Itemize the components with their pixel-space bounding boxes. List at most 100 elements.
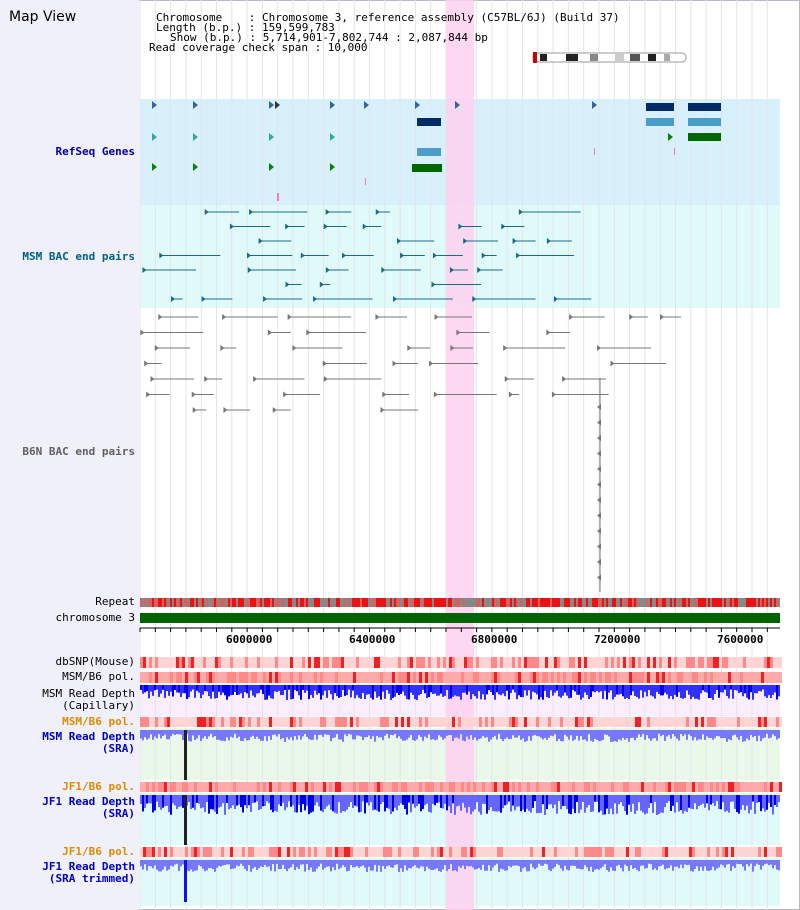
read-depth-bar bbox=[240, 795, 242, 808]
polymorphism-cell bbox=[461, 717, 464, 727]
read-depth-bar bbox=[358, 730, 360, 736]
repeat-segment bbox=[566, 598, 568, 607]
read-depth-bar bbox=[206, 860, 208, 871]
read-depth-bar bbox=[204, 795, 206, 812]
read-depth-bar bbox=[362, 685, 364, 693]
read-depth-bar bbox=[326, 795, 328, 807]
polymorphism-cell bbox=[359, 847, 362, 857]
read-depth-bar bbox=[272, 730, 274, 735]
polymorphism-cell bbox=[407, 847, 410, 857]
read-depth-bar bbox=[260, 860, 262, 867]
polymorphism-cell bbox=[179, 782, 182, 792]
read-depth-bar bbox=[366, 860, 368, 872]
read-depth-bar bbox=[446, 730, 448, 736]
polymorphism-cell bbox=[632, 672, 635, 683]
read-depth-bar bbox=[638, 685, 640, 699]
read-depth-bar bbox=[598, 795, 600, 813]
read-depth-bar bbox=[754, 795, 756, 814]
read-depth-bar bbox=[430, 860, 432, 870]
read-depth-bar bbox=[332, 860, 334, 868]
polymorphism-cell bbox=[245, 717, 248, 727]
polymorphism-cell bbox=[296, 717, 299, 727]
polymorphism-cell bbox=[470, 672, 473, 683]
track-label-b6n-bac[interactable]: B6N BAC end pairs bbox=[22, 445, 135, 458]
read-depth-bar bbox=[578, 860, 580, 869]
read-depth-bar bbox=[176, 685, 178, 693]
read-depth-bar bbox=[396, 730, 398, 739]
read-depth-bar bbox=[188, 795, 190, 802]
read-depth-bar bbox=[774, 730, 776, 737]
bac-end-arrow bbox=[191, 391, 196, 398]
repeat-segment bbox=[760, 598, 762, 607]
read-depth-bar bbox=[682, 685, 684, 699]
read-depth-bar bbox=[174, 685, 176, 690]
read-depth-bar bbox=[694, 730, 696, 738]
read-depth-bar bbox=[314, 860, 316, 872]
polymorphism-cell bbox=[695, 782, 698, 792]
read-depth-bar bbox=[750, 685, 752, 693]
read-depth-bar bbox=[296, 795, 298, 813]
track-label-refseq-genes[interactable]: RefSeq Genes bbox=[55, 145, 135, 158]
read-depth-bar bbox=[766, 860, 768, 864]
polymorphism-cell bbox=[401, 782, 404, 792]
polymorphism-cell bbox=[710, 657, 713, 668]
bac-end-arrow bbox=[144, 360, 149, 367]
polymorphism-cell bbox=[299, 782, 302, 792]
repeat-segment bbox=[574, 598, 576, 607]
read-depth-bar bbox=[656, 860, 658, 871]
polymorphism-cell bbox=[767, 782, 770, 792]
read-depth-bar bbox=[560, 860, 562, 869]
repeat-segment bbox=[198, 598, 200, 607]
repeat-segment bbox=[502, 598, 504, 607]
read-depth-bar bbox=[706, 730, 708, 737]
read-depth-bar bbox=[630, 685, 632, 696]
read-depth-bar bbox=[482, 795, 484, 804]
read-depth-bar bbox=[746, 730, 748, 739]
read-depth-bar bbox=[710, 685, 712, 699]
read-depth-bar bbox=[384, 685, 386, 699]
polymorphism-cell bbox=[683, 717, 686, 727]
read-depth-bar bbox=[430, 730, 432, 740]
polymorphism-cell bbox=[776, 672, 779, 683]
repeat-segment bbox=[524, 598, 526, 607]
polymorphism-cell bbox=[641, 782, 644, 792]
polymorphism-cell bbox=[767, 717, 770, 727]
read-depth-bar bbox=[418, 730, 420, 736]
polymorphism-cell bbox=[413, 717, 416, 727]
read-depth-bar bbox=[284, 685, 286, 690]
polymorphism-cell bbox=[500, 717, 503, 727]
read-depth-bar bbox=[534, 685, 536, 693]
read-depth-bar bbox=[602, 795, 604, 815]
read-depth-bar bbox=[192, 795, 194, 808]
read-depth-bar bbox=[724, 730, 726, 739]
repeat-segment bbox=[666, 598, 668, 607]
read-depth-bar bbox=[346, 685, 348, 696]
polymorphism-cell bbox=[281, 717, 284, 727]
repeat-segment bbox=[552, 598, 554, 607]
polymorphism-cell bbox=[770, 717, 773, 727]
read-depth-bar bbox=[244, 685, 246, 693]
read-depth-bar bbox=[162, 730, 164, 736]
read-depth-bar bbox=[512, 860, 514, 866]
read-depth-bar bbox=[612, 685, 614, 700]
gene-block bbox=[688, 133, 721, 141]
polymorphism-cell bbox=[548, 717, 551, 727]
polymorphism-cell bbox=[776, 717, 779, 727]
read-depth-bar bbox=[706, 860, 708, 871]
polymorphism-cell bbox=[146, 847, 149, 857]
read-depth-bar bbox=[594, 795, 596, 802]
read-depth-bar bbox=[244, 730, 246, 739]
polymorphism-cell bbox=[491, 657, 494, 668]
read-depth-bar bbox=[180, 685, 182, 697]
polymorphism-cell bbox=[545, 782, 548, 792]
track-label-msm-depth-sra-2: (SRA) bbox=[101, 742, 135, 755]
read-depth-bar bbox=[704, 730, 706, 741]
polymorphism-cell bbox=[368, 782, 371, 792]
read-depth-bar bbox=[494, 685, 496, 700]
read-depth-bar bbox=[276, 860, 278, 864]
read-depth-bar bbox=[584, 730, 586, 740]
read-depth-bar bbox=[424, 730, 426, 737]
track-label-msm-bac[interactable]: MSM BAC end pairs bbox=[22, 250, 135, 263]
repeat-segment bbox=[482, 598, 484, 607]
